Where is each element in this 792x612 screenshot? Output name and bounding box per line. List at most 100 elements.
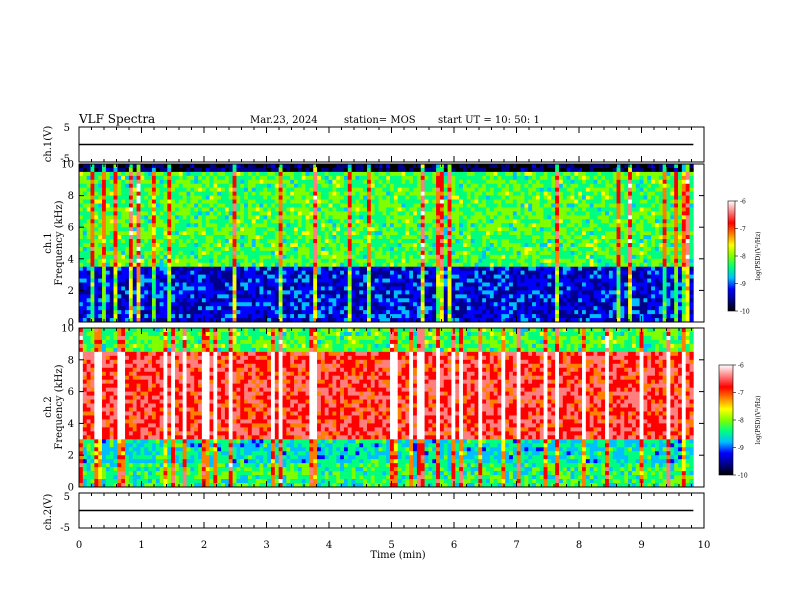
spectrogram-cell [509,294,514,299]
spectrogram-cell [320,310,326,315]
spectrogram-cell [201,294,207,299]
spectrogram-cell [539,219,544,224]
spectrogram-cell [336,262,341,267]
spectrogram-cell [217,286,222,291]
spectrogram-cell [105,167,111,173]
spectrogram-cell [470,298,475,303]
spectrogram-cell [236,215,241,220]
spectrogram-cell [159,278,164,283]
spectrogram-cell [409,187,414,192]
spectrogram-cell [317,231,322,236]
spectrogram-cell [178,302,183,307]
spectrogram-cell [163,294,168,299]
spectrogram-cell [374,191,379,196]
spectrogram-cell [343,302,349,307]
spectrogram-cell [374,250,379,256]
spectrogram-cell [90,175,95,181]
spectrogram-cell [516,227,521,232]
spectrogram-cell [432,179,437,185]
spectrogram-cell [186,187,191,192]
spectrogram-cell [144,235,149,240]
spectrogram-cell [209,223,214,228]
spectrogram-cell [267,167,272,173]
spectrogram-cell [528,266,533,271]
spectrogram-cell [198,235,203,240]
spectrogram-cell [351,183,356,188]
spectrogram-cell [332,199,337,204]
spectrogram-cell [294,278,299,283]
spectrogram-cell [455,219,460,224]
spectrogram-cell [455,164,460,169]
ch1-wave-ytick-top: 5 [64,123,70,134]
spectrogram-cell [313,195,318,200]
spectrogram-cell [125,274,130,279]
spectrogram-cell [420,246,425,252]
spectrogram-cell [228,310,233,315]
spectrogram-cell [324,262,329,267]
spectrogram-cell [267,266,272,271]
spectrogram-cell [470,290,475,295]
spectrogram-cell [459,191,464,196]
spectrogram-cell [190,164,195,169]
spectrogram-cell [524,223,529,228]
spectrogram-cell [462,195,468,200]
spectrogram-cell [221,179,226,185]
spectrogram-cell [86,282,91,287]
spectrogram-cell [524,171,529,177]
spectrogram-cell [505,318,510,323]
spectrogram-cell [466,211,471,216]
spectrogram-cell [159,211,164,216]
spectrogram-cell [282,191,287,196]
spectrogram-cell [340,179,345,185]
spectrogram-cell [382,239,387,244]
spectrogram-cell [393,231,399,236]
spectrogram-cell [351,243,356,248]
spectrogram-cell [98,246,103,252]
spectrogram-cell [390,199,395,204]
spectrogram-cell [294,231,299,236]
spectrogram-cell [474,187,479,192]
spectrogram-cell [94,175,99,181]
spectrogram-cell [140,187,145,192]
spectrogram-cell [278,171,283,177]
spectrogram-cell [221,199,226,204]
spectrogram-cell [313,175,318,181]
spectrogram-cell [290,191,295,196]
spectrogram-cell [478,231,483,236]
spectrogram-cell [409,179,414,185]
spectrogram-cell [524,254,529,260]
spectrogram-cell [378,266,383,271]
spectrogram-cell [240,183,245,188]
spectrogram-cell [217,183,222,188]
spectrogram-cell [539,250,544,256]
spectrogram-cell [413,318,418,323]
spectrogram-cell [520,199,525,204]
spectrogram-cell [336,211,341,216]
spectrogram-cell [201,258,207,264]
spectrogram-cell [501,171,506,177]
spectrogram-cell [159,199,164,204]
spectrogram-cell [470,171,475,177]
spectrogram-cell [474,223,479,228]
spectrogram-cell [128,286,134,291]
spectrogram-cell [512,302,518,307]
spectrogram-cell [86,254,91,260]
spectrogram-cell [290,183,295,188]
spectrogram-cell [516,274,521,279]
spectrogram-cell [305,258,310,264]
spectrogram-cell [201,254,207,260]
spectrogram-cell [443,207,448,212]
spectrogram-cell [159,171,164,177]
spectrogram-cell [209,286,214,291]
spectrogram-cell [328,250,333,256]
spectrogram-cell [493,262,498,267]
spectrogram-cell [486,254,491,260]
spectrogram-cell [151,179,157,185]
spectrogram-cell [313,266,318,271]
spectrogram-cell [347,171,352,177]
spectrogram-cell [232,175,237,181]
spectrogram-cell [263,294,268,299]
spectrogram-cell [378,231,383,236]
spectrogram-cell [355,306,360,311]
spectrogram-cell [516,167,521,173]
